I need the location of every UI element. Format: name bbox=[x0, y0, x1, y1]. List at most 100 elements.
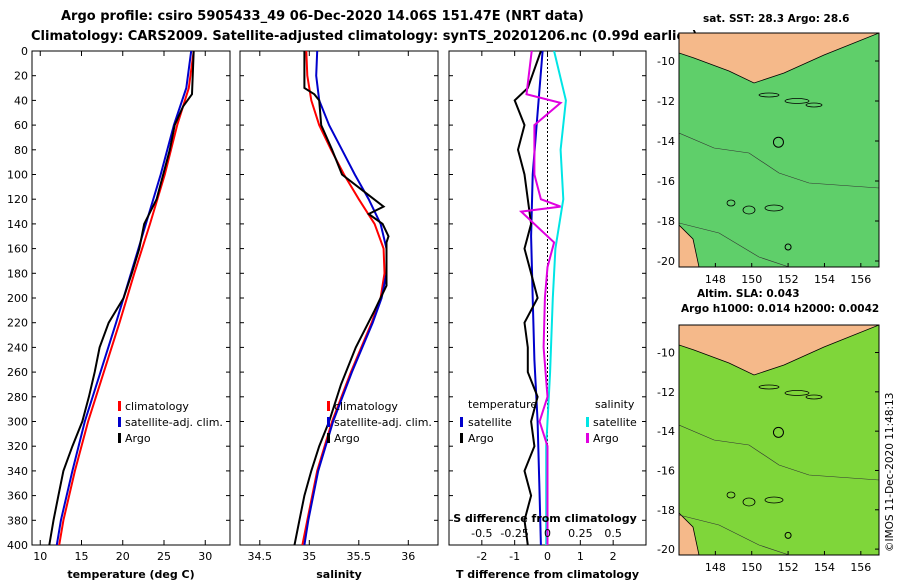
imos-imprint: ©IMOS 11-Dec-2020 11:48:13 bbox=[884, 393, 896, 552]
y-tick-label: 360 bbox=[7, 490, 28, 503]
reef-outline bbox=[726, 199, 736, 207]
series-s-satellite-line bbox=[545, 51, 567, 545]
y-tick-label: 220 bbox=[7, 317, 28, 330]
x-tick-label: 1 bbox=[577, 550, 584, 563]
salinity-panel: 34.5 35 35.5 36 salinity bbox=[239, 50, 439, 580]
top-x-tick-label: 0.25 bbox=[568, 527, 593, 540]
contour-line bbox=[679, 132, 879, 189]
legend-temperature-title: temperature bbox=[468, 398, 537, 411]
series-group bbox=[48, 51, 195, 545]
secondary-marker bbox=[784, 243, 792, 251]
title-line-2: Climatology: CARS2009. Satellite-adjuste… bbox=[31, 29, 698, 44]
map-y-tick-label: -10 bbox=[657, 347, 675, 360]
sla-map-title-1: Altim. SLA: 0.043 bbox=[697, 288, 800, 300]
reef-outline bbox=[764, 496, 784, 504]
sst-map: 148 150 152 154 156 -10 -12 -14 -16 -18 -20 bbox=[657, 32, 880, 286]
reef-outline bbox=[805, 394, 823, 400]
series-t-satellite-line bbox=[530, 51, 544, 545]
map-x-tick-label: 148 bbox=[705, 273, 726, 286]
argo-position-marker bbox=[772, 136, 784, 148]
map-y-tick-label: -10 bbox=[657, 55, 675, 68]
legend-swatch-satellite bbox=[327, 417, 330, 427]
y-tick-label: 160 bbox=[7, 243, 28, 256]
legend-swatch-climatology bbox=[327, 401, 330, 411]
map-y-tick-label: -20 bbox=[657, 255, 675, 268]
top-x-axis-label: S difference from climatology bbox=[453, 512, 637, 525]
y-tick-label: 60 bbox=[14, 119, 28, 132]
map-x-tick-label: 154 bbox=[814, 273, 835, 286]
y-tick-label: 240 bbox=[7, 341, 28, 354]
x-axis-label: T difference from climatology bbox=[456, 568, 639, 580]
map-y-tick-label: -14 bbox=[657, 135, 675, 148]
y-tick-label: 260 bbox=[7, 366, 28, 379]
legend-t-satellite: satellite bbox=[468, 416, 512, 429]
map-x-tick-label: 156 bbox=[850, 273, 871, 286]
x-tick-label: 15 bbox=[75, 550, 89, 563]
x-tick-label: 2 bbox=[610, 550, 617, 563]
series-s-argo-line bbox=[518, 51, 563, 545]
y-tick-label: 0 bbox=[21, 45, 28, 58]
x-axis-label: temperature (deg C) bbox=[67, 568, 194, 580]
map-y-tick-label: -20 bbox=[657, 543, 675, 556]
y-tick-label: 200 bbox=[7, 292, 28, 305]
y-tick-label: 280 bbox=[7, 391, 28, 404]
legend-climatology: climatology bbox=[334, 400, 398, 413]
map-x-tick-label: 152 bbox=[778, 561, 799, 574]
reef-outline bbox=[742, 497, 756, 507]
map-frame bbox=[678, 32, 880, 268]
y-tick-label: 340 bbox=[7, 465, 28, 478]
map-x-tick-label: 150 bbox=[741, 561, 762, 574]
map-frame bbox=[678, 324, 880, 556]
legend-argo: Argo bbox=[334, 432, 360, 445]
x-tick-label: 10 bbox=[33, 550, 47, 563]
sla-map-title-2: Argo h1000: 0.014 h2000: 0.0042 bbox=[681, 303, 879, 315]
y-tick-label: 300 bbox=[7, 416, 28, 429]
land-area bbox=[679, 325, 879, 376]
map-x-tick-label: 156 bbox=[850, 561, 871, 574]
difference-legend: temperature satellite Argo salinity sate… bbox=[460, 398, 637, 445]
legend-climatology: climatology bbox=[125, 400, 189, 413]
land-area bbox=[679, 224, 700, 267]
plot-frame bbox=[239, 50, 439, 546]
legend-swatch-s-satellite bbox=[586, 417, 589, 427]
map-y-tick-label: -12 bbox=[657, 386, 675, 399]
x-tick-label: 34.5 bbox=[248, 550, 273, 563]
top-x-tick-label: 0 bbox=[544, 527, 551, 540]
series-t-argo-line bbox=[513, 51, 542, 545]
map-y-tick-label: -16 bbox=[657, 464, 675, 477]
x-tick-label: 20 bbox=[116, 550, 130, 563]
map-y-tick-label: -16 bbox=[657, 175, 675, 188]
reef-outline bbox=[805, 102, 823, 108]
legend-satellite: satellite-adj. clim. bbox=[125, 416, 223, 429]
x-axis-label: salinity bbox=[316, 568, 362, 580]
reef-outline bbox=[784, 390, 810, 396]
legend-swatch-climatology bbox=[118, 401, 121, 411]
series-argo-line bbox=[48, 51, 195, 545]
legend-swatch-argo bbox=[118, 433, 121, 443]
secondary-marker bbox=[784, 531, 792, 539]
y-tick-label: 180 bbox=[7, 267, 28, 280]
map-y-tick-label: -14 bbox=[657, 425, 675, 438]
y-tick-label: 40 bbox=[14, 94, 28, 107]
top-x-tick-label: -0.25 bbox=[500, 527, 528, 540]
y-tick-label: 320 bbox=[7, 440, 28, 453]
y-tick-label: 400 bbox=[7, 539, 28, 552]
x-tick-label: 0 bbox=[544, 550, 551, 563]
x-tick-label: 30 bbox=[198, 550, 212, 563]
x-tick-label: -2 bbox=[476, 550, 487, 563]
plot-frame bbox=[31, 50, 231, 546]
contour-line bbox=[679, 222, 790, 267]
legend-swatch-t-satellite bbox=[460, 417, 463, 427]
y-tick-label: 380 bbox=[7, 514, 28, 527]
x-tick-label: 35.5 bbox=[347, 550, 372, 563]
series-group bbox=[513, 51, 567, 545]
map-y-tick-label: -18 bbox=[657, 504, 675, 517]
sla-map: 148 150 152 154 156 -10 -12 -14 -16 -18 -20 bbox=[657, 324, 880, 574]
legend-satellite: satellite-adj. clim. bbox=[334, 416, 432, 429]
reef-outline bbox=[742, 205, 756, 215]
land-area bbox=[679, 512, 700, 555]
y-tick-label: 80 bbox=[14, 144, 28, 157]
reef-outline bbox=[758, 92, 780, 98]
salinity-legend: climatology satellite-adj. clim. Argo bbox=[327, 400, 432, 445]
